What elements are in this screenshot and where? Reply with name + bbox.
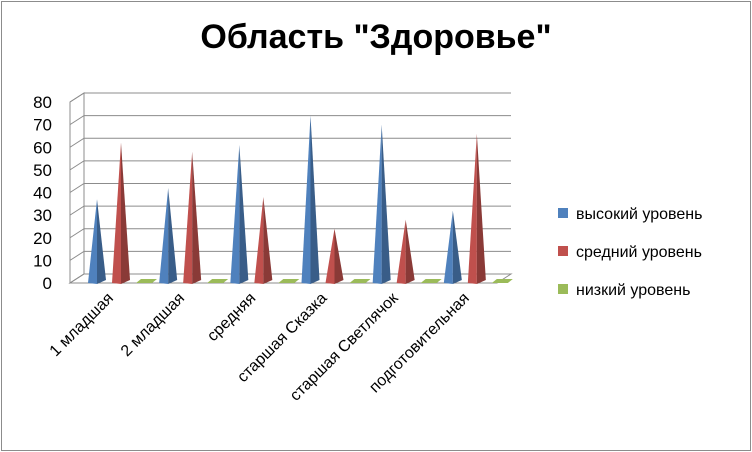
cone-left-face — [325, 228, 335, 284]
cone-right-face — [452, 210, 462, 284]
cone-mark — [230, 144, 249, 284]
cone-left-face — [372, 124, 382, 284]
y-tick-label: 20 — [33, 229, 52, 248]
cone-left-face — [396, 219, 406, 284]
cone-right-face — [334, 228, 344, 284]
x-tick-label: 1 младшая — [47, 290, 117, 360]
gridline — [69, 160, 511, 171]
y-tick-label: 80 — [33, 93, 52, 112]
cone-mark — [254, 197, 273, 284]
cone-right-face — [263, 197, 273, 284]
legend-swatch — [558, 284, 568, 294]
cone-mark — [159, 187, 178, 284]
cone-left-face — [443, 210, 453, 284]
flat-mark — [349, 279, 371, 283]
chart-title: Область "Здоровье" — [200, 18, 552, 56]
cone-left-face — [88, 199, 97, 284]
cone-left-face — [112, 142, 121, 284]
flat-mark — [207, 279, 229, 283]
chart-marks — [88, 115, 513, 284]
cone-mark — [443, 210, 462, 284]
x-tick-label: средняя — [204, 290, 259, 345]
gridline — [69, 205, 511, 216]
y-tick-label: 70 — [33, 116, 52, 135]
legend-swatch — [558, 246, 568, 256]
cone-mark — [325, 228, 344, 284]
cone-right-face — [192, 151, 202, 284]
cone-left-face — [230, 144, 240, 284]
gridline — [69, 137, 511, 148]
cone-right-face — [476, 133, 486, 284]
cone-right-face — [97, 199, 106, 284]
flat-mark — [136, 279, 157, 283]
gridline — [69, 115, 511, 126]
legend-label: низкий уровень — [576, 282, 690, 299]
cone-right-face — [310, 115, 320, 284]
cone-mark — [467, 133, 486, 284]
y-tick-label: 60 — [33, 138, 52, 157]
cone-mark — [372, 124, 391, 284]
cone-left-face — [159, 187, 169, 284]
y-tick-label: 40 — [33, 184, 52, 203]
legend-label: высокий уровень — [576, 206, 702, 223]
flat-mark — [420, 279, 442, 283]
y-tick-label: 50 — [33, 161, 52, 180]
gridlines — [69, 92, 511, 284]
legend-swatch — [558, 208, 568, 218]
cone-mark — [396, 219, 415, 284]
cone-mark — [112, 142, 130, 284]
cone-mark — [88, 199, 106, 284]
cone-right-face — [239, 144, 249, 284]
cone-left-face — [183, 151, 193, 284]
y-tick-label: 0 — [43, 274, 52, 293]
cone-mark — [301, 115, 320, 284]
y-tick-label: 30 — [33, 206, 52, 225]
plot-walls — [68, 92, 513, 284]
cone-left-face — [254, 197, 264, 284]
y-tick-label: 10 — [33, 251, 52, 270]
gridline — [69, 273, 511, 284]
gridline — [69, 92, 511, 103]
cone-right-face — [381, 124, 391, 284]
flat-mark — [491, 279, 513, 283]
cone-left-face — [301, 115, 311, 284]
cone-left-face — [467, 133, 477, 284]
legend-label: средний уровень — [576, 244, 702, 261]
gridline — [69, 228, 511, 239]
legend: высокий уровень средний уровень низкий уро… — [558, 206, 702, 299]
flat-mark — [278, 279, 300, 283]
cone-right-face — [121, 142, 130, 284]
cone-right-face — [405, 219, 415, 284]
cone-mark — [183, 151, 202, 284]
gridline — [69, 183, 511, 193]
x-tick-label: 2 младшая — [118, 290, 188, 360]
gridline — [69, 250, 511, 261]
cone-right-face — [168, 187, 178, 284]
